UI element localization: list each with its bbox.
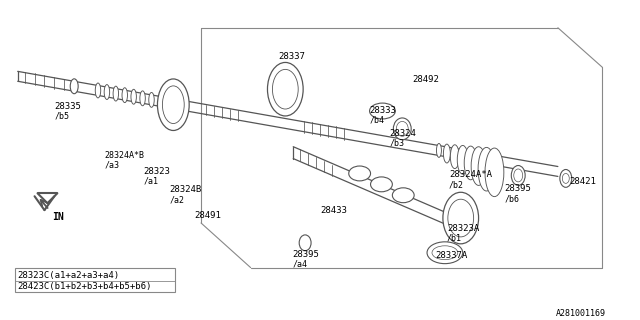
Text: 28337: 28337 xyxy=(278,52,305,60)
Ellipse shape xyxy=(273,69,298,109)
Ellipse shape xyxy=(485,148,504,196)
Ellipse shape xyxy=(471,147,486,185)
Ellipse shape xyxy=(131,89,136,104)
Text: 28324A*B: 28324A*B xyxy=(105,151,145,160)
Text: /b6: /b6 xyxy=(504,194,519,203)
Ellipse shape xyxy=(436,143,442,157)
Text: 28323C(a1+a2+a3+a4): 28323C(a1+a2+a3+a4) xyxy=(18,271,120,280)
Text: /a3: /a3 xyxy=(105,161,120,170)
Ellipse shape xyxy=(349,166,371,181)
Text: 28333: 28333 xyxy=(369,106,396,115)
Ellipse shape xyxy=(157,79,189,131)
Ellipse shape xyxy=(70,79,78,94)
Text: 28421: 28421 xyxy=(570,177,596,187)
Text: 28337A: 28337A xyxy=(435,251,467,260)
Text: /b5: /b5 xyxy=(54,112,69,121)
Ellipse shape xyxy=(444,144,451,163)
Ellipse shape xyxy=(140,91,145,106)
Ellipse shape xyxy=(163,86,184,124)
Text: 28324A*A: 28324A*A xyxy=(449,171,492,180)
Text: /a4: /a4 xyxy=(292,260,307,269)
Text: 28423C(b1+b2+b3+b4+b5+b6): 28423C(b1+b2+b3+b4+b5+b6) xyxy=(18,283,152,292)
Ellipse shape xyxy=(478,148,495,191)
Ellipse shape xyxy=(369,103,396,119)
Text: 28323: 28323 xyxy=(143,166,170,175)
Text: 28395: 28395 xyxy=(504,184,531,193)
Ellipse shape xyxy=(457,145,468,174)
Text: /b1: /b1 xyxy=(447,234,462,243)
Ellipse shape xyxy=(299,235,311,251)
Ellipse shape xyxy=(448,199,474,237)
Text: /a2: /a2 xyxy=(170,195,184,204)
Text: 28491: 28491 xyxy=(194,211,221,220)
Ellipse shape xyxy=(560,170,572,187)
Text: 28323A: 28323A xyxy=(447,224,479,233)
Ellipse shape xyxy=(95,83,100,98)
Ellipse shape xyxy=(563,173,569,183)
Ellipse shape xyxy=(148,92,154,107)
Ellipse shape xyxy=(451,145,460,169)
Ellipse shape xyxy=(122,88,127,103)
Text: /b3: /b3 xyxy=(389,139,404,148)
Text: IN: IN xyxy=(52,212,64,222)
Text: /b2: /b2 xyxy=(449,180,464,189)
Ellipse shape xyxy=(392,188,414,203)
Text: 28324: 28324 xyxy=(389,129,416,138)
Bar xyxy=(15,268,175,292)
Ellipse shape xyxy=(511,165,525,185)
Text: 28324B: 28324B xyxy=(170,185,202,194)
Ellipse shape xyxy=(371,177,392,192)
Text: 28395: 28395 xyxy=(292,250,319,259)
Text: 28335: 28335 xyxy=(54,102,81,111)
Ellipse shape xyxy=(464,146,477,180)
Ellipse shape xyxy=(268,62,303,116)
Ellipse shape xyxy=(394,118,411,140)
Ellipse shape xyxy=(427,242,463,264)
Ellipse shape xyxy=(443,192,479,244)
Text: /a1: /a1 xyxy=(143,176,159,185)
Text: /b4: /b4 xyxy=(369,116,385,125)
Text: 28433: 28433 xyxy=(320,206,347,215)
Ellipse shape xyxy=(104,84,109,100)
Ellipse shape xyxy=(432,246,458,260)
Ellipse shape xyxy=(514,169,523,182)
Text: 28492: 28492 xyxy=(412,75,439,84)
Ellipse shape xyxy=(396,121,408,136)
Ellipse shape xyxy=(113,86,118,101)
Text: A281001169: A281001169 xyxy=(556,309,606,318)
